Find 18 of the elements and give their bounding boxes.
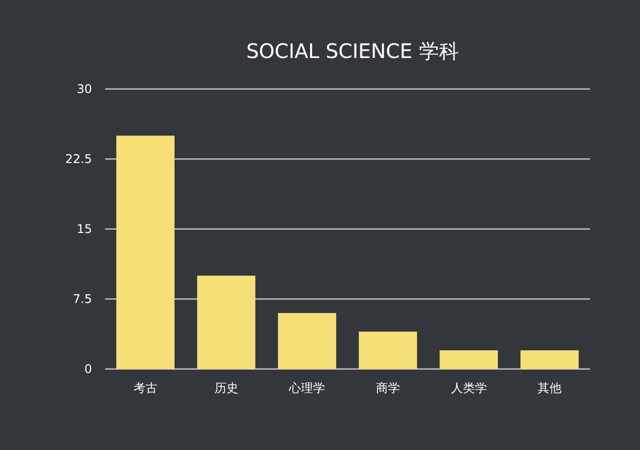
bar: [197, 276, 256, 369]
chart-title: SOCIAL SCIENCE 学科: [246, 39, 459, 63]
y-tick-label: 15: [76, 222, 92, 236]
x-tick-label: 商学: [376, 381, 400, 395]
bar: [520, 350, 579, 369]
y-tick-label: 7.5: [72, 292, 92, 306]
x-tick-label: 心理学: [288, 381, 326, 395]
y-tick-label: 0: [84, 362, 92, 376]
bar: [116, 136, 175, 369]
y-tick-label: 22.5: [65, 152, 92, 166]
x-tick-label: 人类学: [450, 381, 487, 395]
bar: [358, 332, 418, 369]
y-tick-label: 30: [76, 82, 92, 96]
x-tick-label: 考古: [133, 381, 158, 395]
bar: [278, 313, 336, 369]
x-tick-label: 其他: [538, 381, 562, 395]
bar: [440, 350, 498, 369]
x-tick-label: 历史: [214, 381, 238, 395]
